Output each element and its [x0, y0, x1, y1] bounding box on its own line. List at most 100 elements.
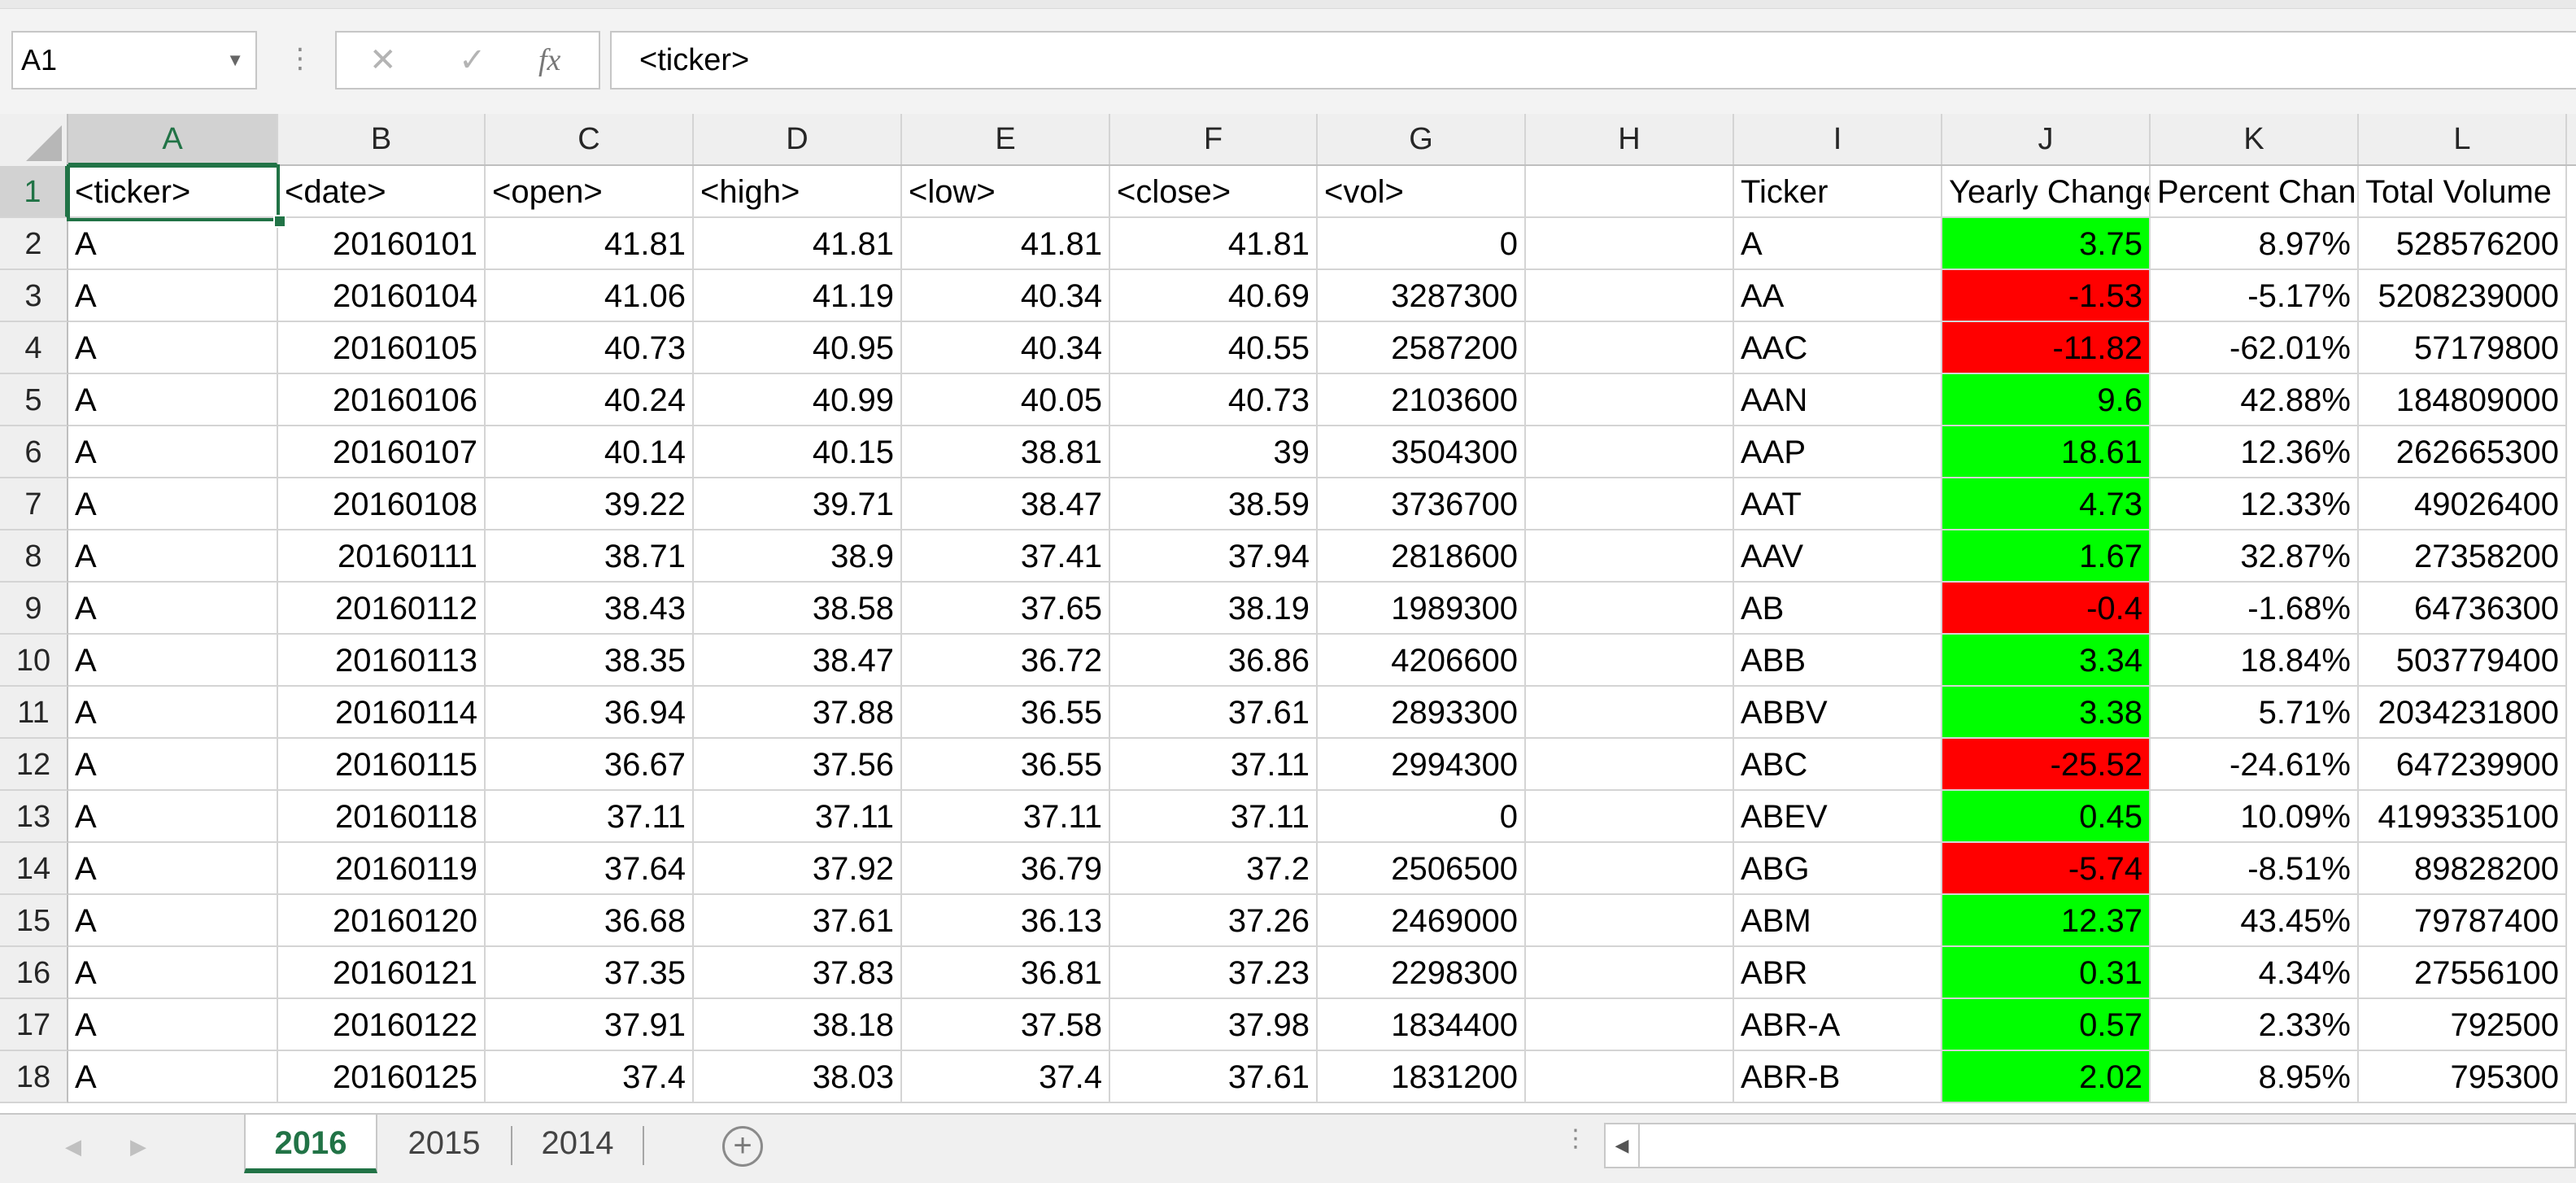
cell-b3[interactable]: 20160104: [278, 270, 486, 322]
cell-d3[interactable]: 41.19: [694, 270, 902, 322]
column-header-e[interactable]: E: [902, 114, 1110, 164]
row-header-14[interactable]: 14: [0, 843, 68, 895]
column-header-h[interactable]: H: [1526, 114, 1734, 164]
cell-g9[interactable]: 1989300: [1318, 583, 1526, 635]
cell-a3[interactable]: A: [68, 270, 278, 322]
prev-sheet-icon[interactable]: ◀: [65, 1134, 81, 1159]
cell-b15[interactable]: 20160120: [278, 895, 486, 947]
cell-g5[interactable]: 2103600: [1318, 374, 1526, 426]
more-vertical-icon[interactable]: ⋮: [1563, 1125, 1588, 1152]
cell-b6[interactable]: 20160107: [278, 426, 486, 478]
cell-a15[interactable]: A: [68, 895, 278, 947]
more-vertical-icon[interactable]: ⋮: [286, 43, 314, 74]
cell-e17[interactable]: 37.58: [902, 999, 1110, 1051]
cell-e7[interactable]: 38.47: [902, 478, 1110, 530]
cell-h12[interactable]: [1526, 739, 1734, 791]
cell-f12[interactable]: 37.11: [1110, 739, 1318, 791]
cell-i6[interactable]: AAP: [1734, 426, 1942, 478]
cell-f13[interactable]: 37.11: [1110, 791, 1318, 843]
cell-j13[interactable]: 0.45: [1942, 791, 2151, 843]
cell-h14[interactable]: [1526, 843, 1734, 895]
cell-c1[interactable]: <open>: [486, 166, 694, 218]
cell-g8[interactable]: 2818600: [1318, 530, 1526, 583]
row-header-4[interactable]: 4: [0, 322, 68, 374]
row-header-11[interactable]: 11: [0, 687, 68, 739]
column-header-c[interactable]: C: [486, 114, 694, 164]
cell-a12[interactable]: A: [68, 739, 278, 791]
column-header-a[interactable]: A: [68, 114, 278, 166]
cell-b18[interactable]: 20160125: [278, 1051, 486, 1103]
cell-j11[interactable]: 3.38: [1942, 687, 2151, 739]
cell-a1[interactable]: <ticker>: [68, 166, 278, 218]
cell-f9[interactable]: 38.19: [1110, 583, 1318, 635]
cell-i17[interactable]: ABR-A: [1734, 999, 1942, 1051]
cell-c7[interactable]: 39.22: [486, 478, 694, 530]
cell-e3[interactable]: 40.34: [902, 270, 1110, 322]
cell-b5[interactable]: 20160106: [278, 374, 486, 426]
cell-i16[interactable]: ABR: [1734, 947, 1942, 999]
cell-d17[interactable]: 38.18: [694, 999, 902, 1051]
cell-e8[interactable]: 37.41: [902, 530, 1110, 583]
cell-f3[interactable]: 40.69: [1110, 270, 1318, 322]
cell-i18[interactable]: ABR-B: [1734, 1051, 1942, 1103]
cell-c11[interactable]: 36.94: [486, 687, 694, 739]
cell-a4[interactable]: A: [68, 322, 278, 374]
cell-g14[interactable]: 2506500: [1318, 843, 1526, 895]
cell-a7[interactable]: A: [68, 478, 278, 530]
row-header-15[interactable]: 15: [0, 895, 68, 947]
cell-j9[interactable]: -0.4: [1942, 583, 2151, 635]
cell-i2[interactable]: A: [1734, 218, 1942, 270]
row-header-18[interactable]: 18: [0, 1051, 68, 1103]
cell-a5[interactable]: A: [68, 374, 278, 426]
cell-c15[interactable]: 36.68: [486, 895, 694, 947]
cell-i8[interactable]: AAV: [1734, 530, 1942, 583]
cell-d14[interactable]: 37.92: [694, 843, 902, 895]
cell-a13[interactable]: A: [68, 791, 278, 843]
cell-g10[interactable]: 4206600: [1318, 635, 1526, 687]
cell-e9[interactable]: 37.65: [902, 583, 1110, 635]
cell-k16[interactable]: 4.34%: [2151, 947, 2359, 999]
cell-d12[interactable]: 37.56: [694, 739, 902, 791]
cell-g4[interactable]: 2587200: [1318, 322, 1526, 374]
cell-a11[interactable]: A: [68, 687, 278, 739]
cell-d6[interactable]: 40.15: [694, 426, 902, 478]
cell-a14[interactable]: A: [68, 843, 278, 895]
cell-f2[interactable]: 41.81: [1110, 218, 1318, 270]
cell-b8[interactable]: 20160111: [278, 530, 486, 583]
cell-l4[interactable]: 57179800: [2359, 322, 2567, 374]
cell-i14[interactable]: ABG: [1734, 843, 1942, 895]
cell-k1[interactable]: Percent Change: [2151, 166, 2359, 218]
select-all-button[interactable]: [0, 114, 68, 166]
cell-c13[interactable]: 37.11: [486, 791, 694, 843]
cell-f8[interactable]: 37.94: [1110, 530, 1318, 583]
cell-h17[interactable]: [1526, 999, 1734, 1051]
cell-b17[interactable]: 20160122: [278, 999, 486, 1051]
cell-b13[interactable]: 20160118: [278, 791, 486, 843]
cell-j1[interactable]: Yearly Change: [1942, 166, 2151, 218]
cell-j3[interactable]: -1.53: [1942, 270, 2151, 322]
cell-j10[interactable]: 3.34: [1942, 635, 2151, 687]
cell-d7[interactable]: 39.71: [694, 478, 902, 530]
cell-b16[interactable]: 20160121: [278, 947, 486, 999]
column-header-g[interactable]: G: [1318, 114, 1526, 164]
cell-k8[interactable]: 32.87%: [2151, 530, 2359, 583]
cell-g18[interactable]: 1831200: [1318, 1051, 1526, 1103]
cell-k3[interactable]: -5.17%: [2151, 270, 2359, 322]
cell-f15[interactable]: 37.26: [1110, 895, 1318, 947]
cell-j5[interactable]: 9.6: [1942, 374, 2151, 426]
cell-e12[interactable]: 36.55: [902, 739, 1110, 791]
cell-b9[interactable]: 20160112: [278, 583, 486, 635]
cell-e16[interactable]: 36.81: [902, 947, 1110, 999]
cell-l1[interactable]: Total Volume: [2359, 166, 2567, 218]
cell-l12[interactable]: 647239900: [2359, 739, 2567, 791]
cell-g2[interactable]: 0: [1318, 218, 1526, 270]
cell-g1[interactable]: <vol>: [1318, 166, 1526, 218]
formula-input[interactable]: <ticker>: [610, 31, 2576, 89]
cell-l15[interactable]: 79787400: [2359, 895, 2567, 947]
row-header-10[interactable]: 10: [0, 635, 68, 687]
cell-f14[interactable]: 37.2: [1110, 843, 1318, 895]
cell-c5[interactable]: 40.24: [486, 374, 694, 426]
cell-j16[interactable]: 0.31: [1942, 947, 2151, 999]
cell-e6[interactable]: 38.81: [902, 426, 1110, 478]
horizontal-scrollbar[interactable]: [1640, 1123, 2576, 1168]
